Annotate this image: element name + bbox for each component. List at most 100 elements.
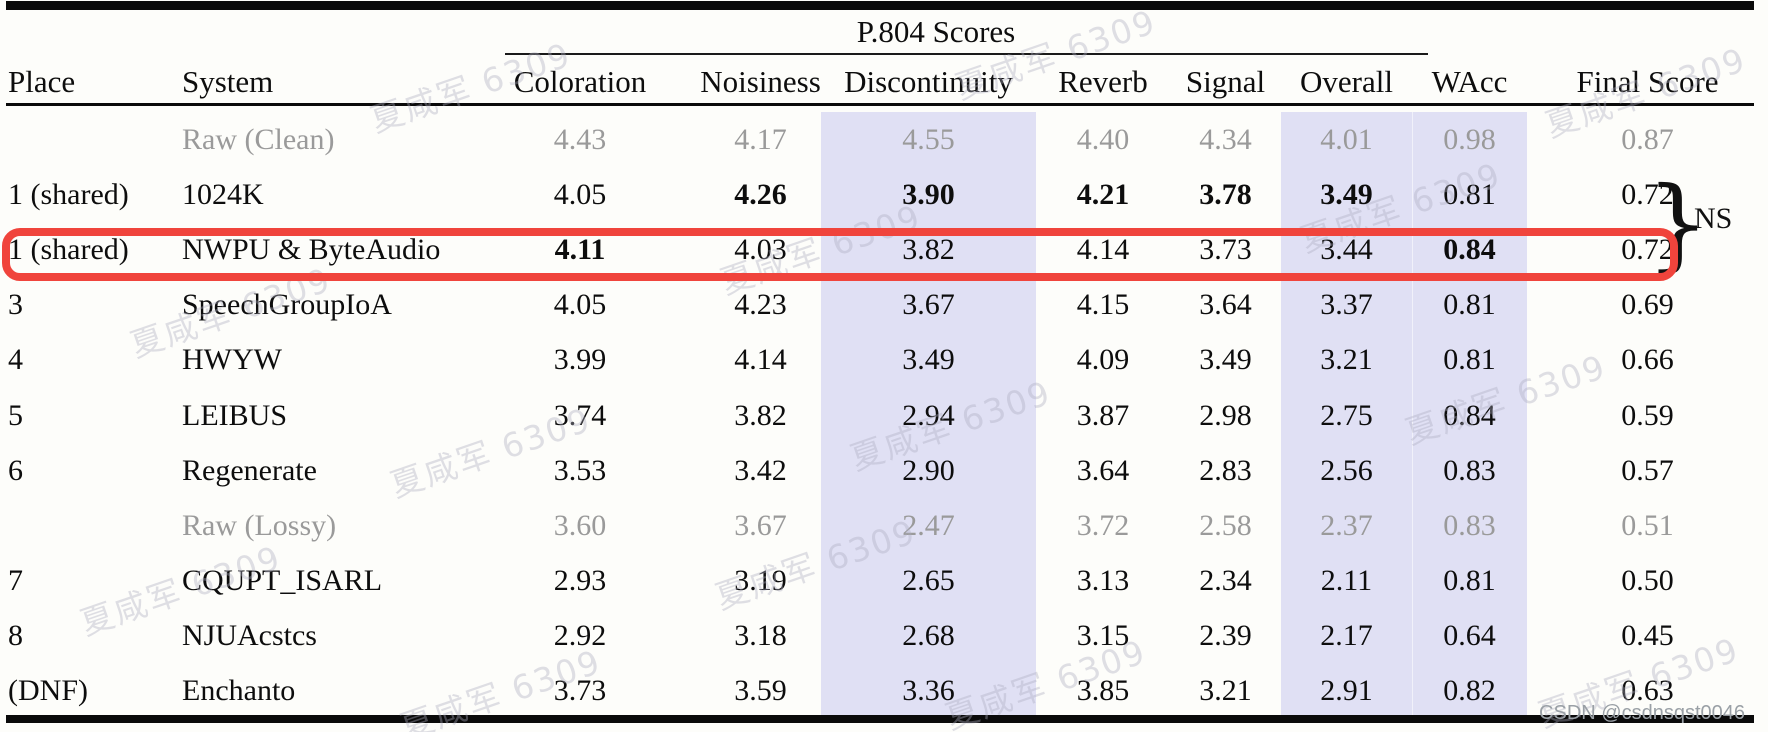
system-cell: LEIBUS	[182, 398, 287, 432]
place-cell: 3	[8, 288, 23, 322]
score-cell: 0.81	[1412, 553, 1527, 609]
table-row: 1 (shared) NWPU & ByteAudio 4.11 4.03 3.82 4.…	[0, 222, 1768, 278]
table-row: 1 (shared) 1024K 4.05 4.26 3.90 4.21 3.78 3.49 0…	[0, 167, 1768, 223]
score-cell: 0.83	[1412, 443, 1527, 499]
score-cell: 0.81	[1412, 332, 1527, 388]
table-row: Raw (Clean) 4.43 4.17 4.55 4.40 4.34 4.01 0.98 0…	[0, 112, 1768, 168]
column-header-reverb: Reverb	[1058, 63, 1148, 99]
score-cell: 4.26	[734, 177, 787, 211]
score-cell: 3.49	[1199, 343, 1252, 377]
score-cell: 4.01	[1281, 112, 1412, 168]
score-cell: 0.51	[1621, 508, 1674, 542]
score-cell: 0.81	[1412, 167, 1527, 223]
score-cell: 2.83	[1199, 453, 1252, 487]
score-cell: 0.87	[1621, 122, 1674, 156]
system-cell: HWYW	[182, 343, 282, 377]
score-cell: 0.81	[1412, 277, 1527, 333]
bottom-rule	[6, 715, 1754, 723]
score-cell: 3.72	[1076, 508, 1130, 542]
table-row: 7 CQUPT_ISARL 2.93 3.19 2.65 3.13 2.34 2.11 0.81…	[0, 553, 1768, 609]
score-cell: 0.59	[1621, 398, 1674, 432]
score-cell: 4.21	[1076, 177, 1130, 211]
score-cell: 2.98	[1199, 398, 1252, 432]
score-cell: 3.60	[553, 508, 607, 542]
score-cell: 3.19	[734, 564, 787, 598]
score-cell: 2.90	[821, 443, 1036, 499]
table-row: 3 SpeechGroupIoA 4.05 4.23 3.67 4.15 3.64 3.37 0…	[0, 277, 1768, 333]
table-row: 6 Regenerate 3.53 3.42 2.90 3.64 2.83 2.56 0.83 0…	[0, 443, 1768, 499]
table-row: 4 HWYW 3.99 4.14 3.49 4.09 3.49 3.21 0.81 0.66	[0, 332, 1768, 388]
score-cell: 0.72	[1621, 177, 1674, 211]
system-cell: Enchanto	[182, 674, 296, 708]
score-cell: 4.23	[734, 288, 787, 322]
score-cell: 4.15	[1076, 288, 1130, 322]
place-cell	[0, 112, 160, 167]
score-cell: 4.14	[1076, 232, 1130, 266]
score-cell: 2.17	[1281, 608, 1412, 664]
ns-label: NS	[1694, 202, 1733, 235]
score-cell: 3.78	[1199, 177, 1252, 211]
column-header-system: System	[182, 63, 274, 99]
system-cell: 1024K	[182, 177, 264, 211]
table-header-row: Place System Coloration Noisiness Discon…	[0, 58, 1768, 104]
score-cell: 3.15	[1076, 619, 1130, 653]
score-cell: 3.49	[1281, 167, 1412, 223]
score-cell: 4.09	[1076, 343, 1130, 377]
score-cell: 3.99	[553, 343, 607, 377]
system-cell: NWPU & ByteAudio	[182, 232, 441, 266]
score-cell: 0.84	[1412, 387, 1527, 444]
csdn-watermark: CSDN @csdnsqst0046	[1539, 702, 1745, 724]
table-body: Raw (Clean) 4.43 4.17 4.55 4.40 4.34 4.01 0.98 0…	[0, 112, 1768, 720]
place-cell: 6	[8, 453, 23, 487]
score-cell: 3.18	[734, 619, 787, 653]
score-cell: 4.55	[821, 112, 1036, 168]
score-cell: 2.92	[553, 619, 607, 653]
system-cell: Raw (Clean)	[182, 122, 335, 156]
column-header-signal: Signal	[1185, 63, 1266, 99]
score-cell: 3.49	[821, 332, 1036, 388]
score-cell: 3.36	[821, 663, 1036, 720]
score-cell: 0.69	[1621, 288, 1674, 322]
place-cell: 1 (shared)	[8, 177, 129, 211]
score-cell: 2.37	[1281, 498, 1412, 554]
score-cell: 3.37	[1281, 277, 1412, 333]
place-cell: (DNF)	[8, 674, 88, 708]
column-header-overall: Overall	[1300, 63, 1393, 99]
system-cell: Regenerate	[182, 453, 317, 487]
score-cell: 2.93	[553, 564, 607, 598]
system-cell: CQUPT_ISARL	[182, 564, 383, 598]
score-cell: 4.17	[734, 122, 787, 156]
score-cell: 0.83	[1412, 498, 1527, 554]
system-cell: SpeechGroupIoA	[182, 288, 392, 322]
score-cell: 3.82	[821, 222, 1036, 278]
score-cell: 4.14	[734, 343, 787, 377]
header-rule	[6, 103, 1754, 106]
score-cell: 3.85	[1076, 674, 1130, 708]
score-cell: 3.67	[821, 277, 1036, 333]
score-cell: 4.03	[734, 232, 787, 266]
place-cell: 8	[8, 619, 23, 653]
score-cell: 2.47	[821, 498, 1036, 554]
table-row: 8 NJUAcstcs 2.92 3.18 2.68 3.15 2.39 2.17 0.64 0.…	[0, 608, 1768, 664]
score-cell: 4.11	[554, 232, 606, 266]
score-cell: 3.44	[1281, 222, 1412, 278]
score-cell: 4.43	[553, 122, 607, 156]
column-header-final-score: Final Score	[1576, 63, 1719, 99]
score-cell: 3.73	[553, 674, 607, 708]
column-header-place: Place	[8, 63, 76, 99]
score-cell: 3.73	[1199, 232, 1252, 266]
place-cell: 5	[8, 398, 23, 432]
score-cell: 0.84	[1412, 222, 1527, 278]
place-cell: 7	[8, 564, 23, 598]
column-header-noisiness: Noisiness	[700, 63, 821, 99]
score-cell: 0.98	[1412, 112, 1527, 168]
score-cell: 0.63	[1621, 674, 1674, 708]
column-header-discontinuity: Discontinuity	[844, 63, 1013, 99]
score-cell: 3.74	[553, 398, 607, 432]
score-cell: 2.91	[1281, 663, 1412, 720]
score-cell: 2.56	[1281, 443, 1412, 499]
score-cell: 3.87	[1076, 398, 1130, 432]
score-cell: 3.82	[734, 398, 787, 432]
column-header-coloration: Coloration	[513, 63, 647, 99]
